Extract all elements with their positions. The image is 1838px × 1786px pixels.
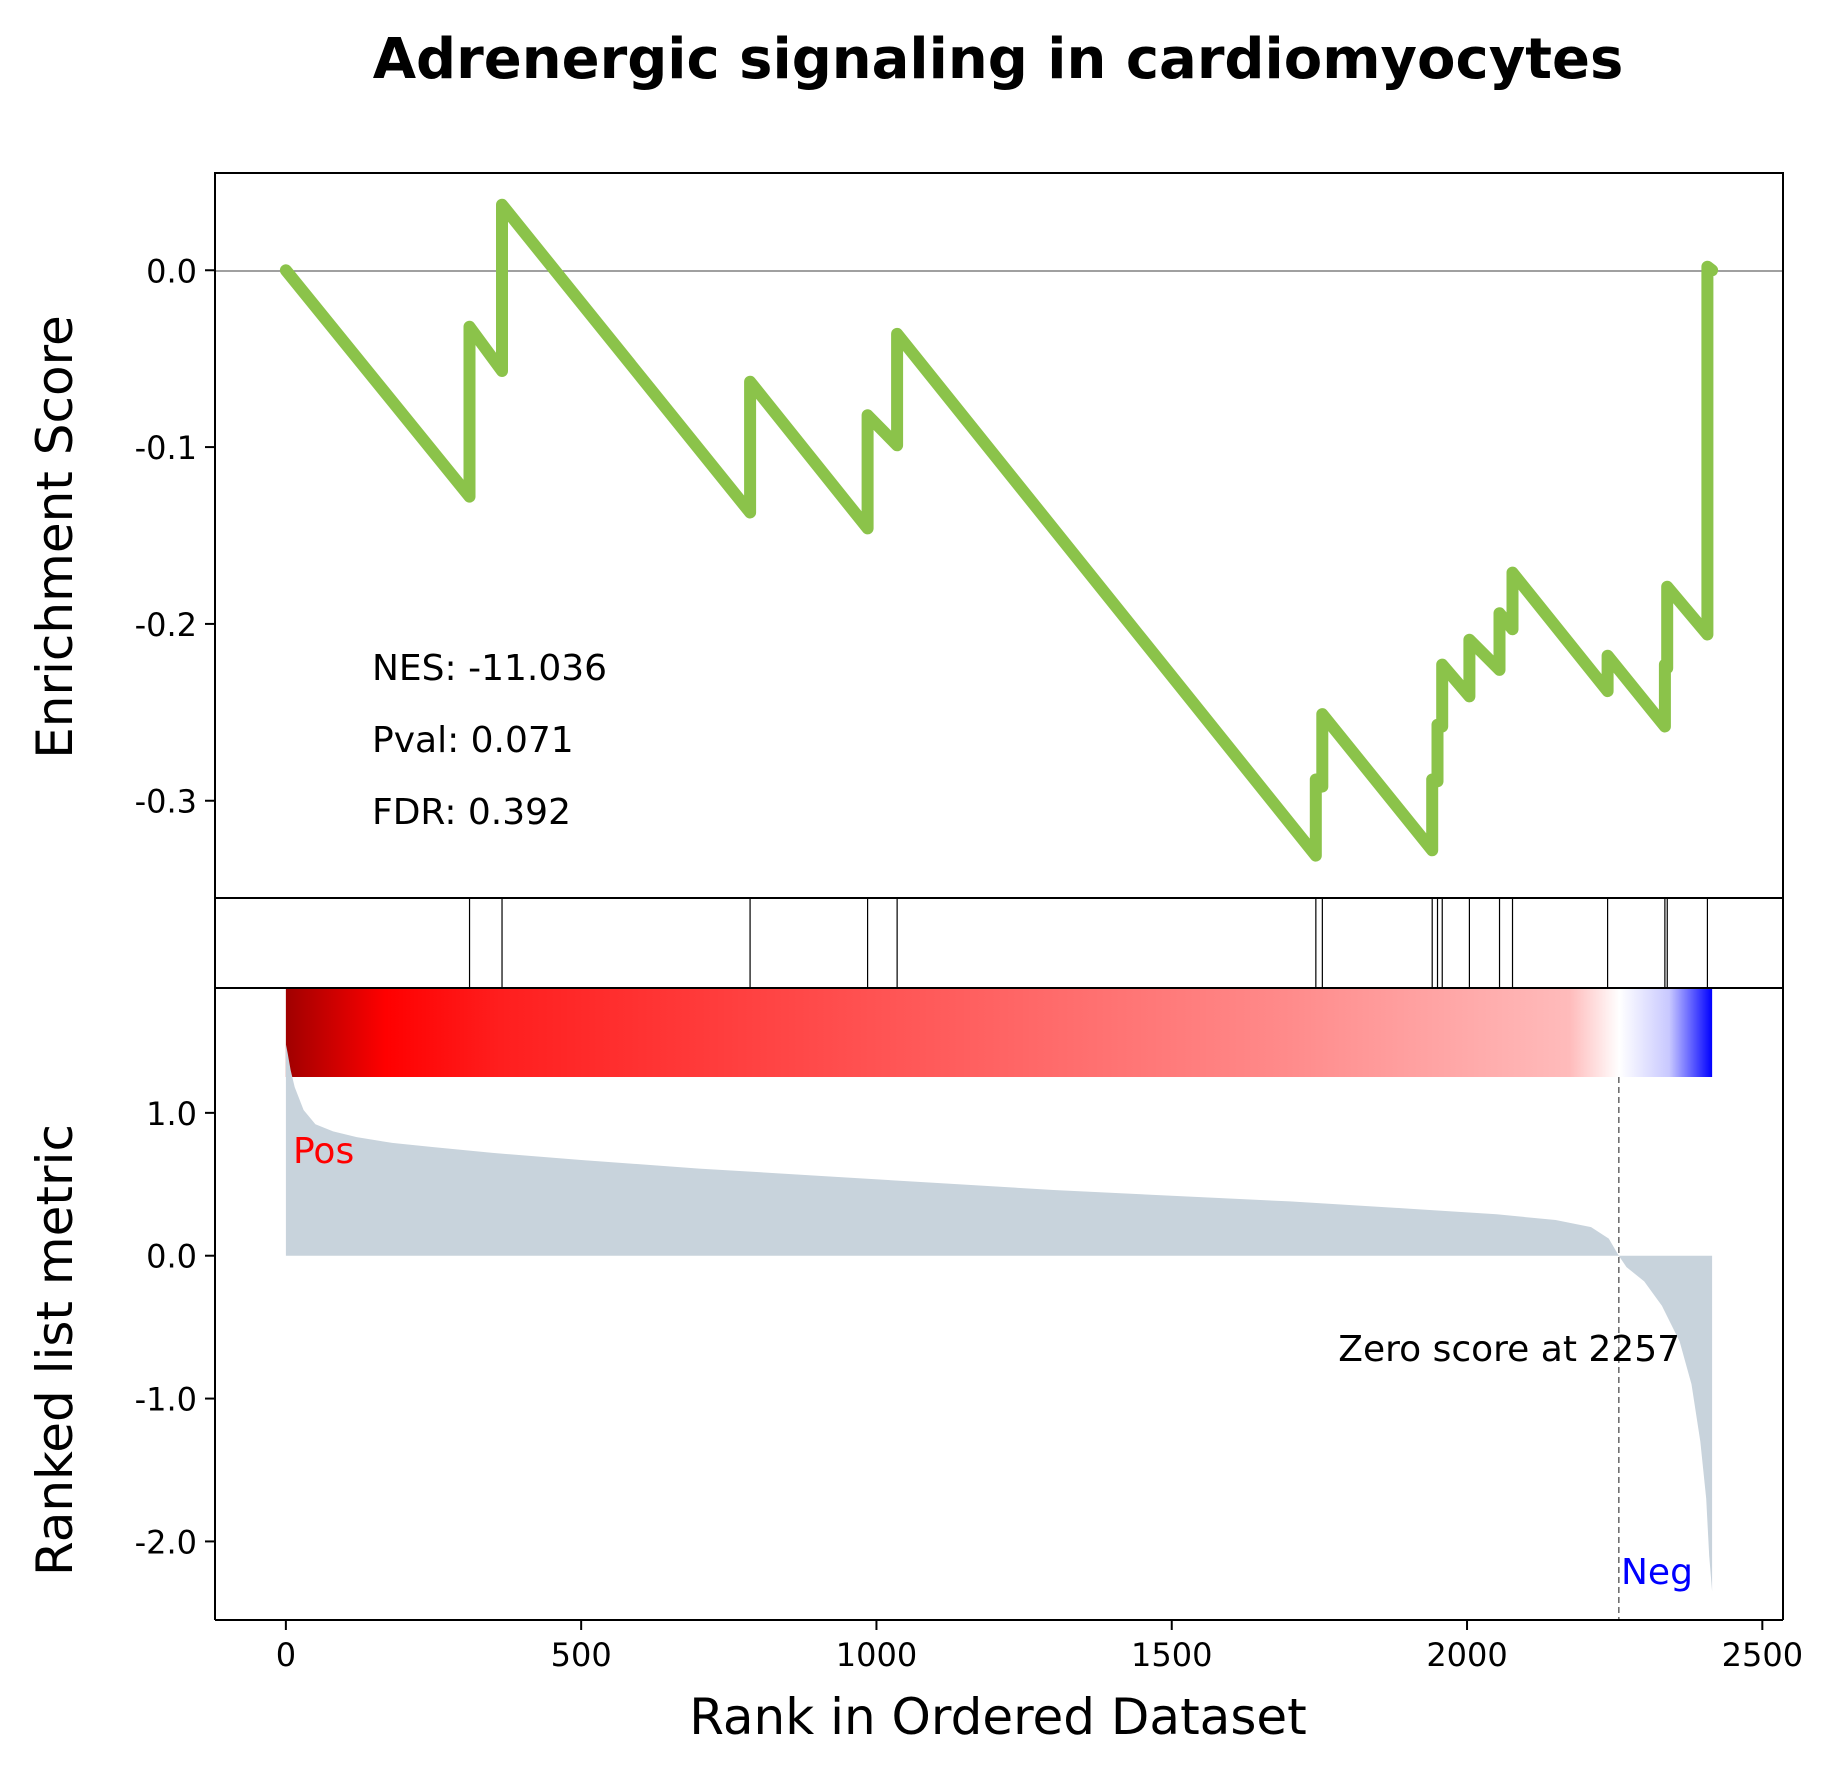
enrichment-score-panel: 0.0 -0.1 -0.2 -0.3 NES: -11.036 Pval: 0.071… xyxy=(26,172,1784,899)
x-tick-label: 1000 xyxy=(836,1636,917,1674)
rank-y-tick-label: 0.0 xyxy=(146,1238,197,1276)
gene-hit-panel xyxy=(214,897,1784,989)
zero-score-label: Zero score at 2257 xyxy=(1338,1329,1680,1370)
rank-y-tick-label: -1.0 xyxy=(135,1381,197,1419)
x-axis: 0 500 1000 1500 2000 2500 xyxy=(276,1620,1803,1674)
nes-annotation: NES: -11.036 xyxy=(372,648,607,689)
x-tick-label: 2500 xyxy=(1722,1636,1803,1674)
rank-y-axis-label: Ranked list metric xyxy=(26,1124,84,1576)
rank-color-bar xyxy=(285,988,1713,1077)
pos-label: Pos xyxy=(293,1131,354,1172)
neg-label: Neg xyxy=(1621,1552,1693,1593)
fdr-annotation: FDR: 0.392 xyxy=(372,792,571,833)
es-y-tick-label: -0.1 xyxy=(135,429,197,467)
es-y-tick-label: 0.0 xyxy=(146,252,197,290)
pval-annotation: Pval: 0.071 xyxy=(372,720,574,761)
es-y-tick-label: -0.2 xyxy=(135,606,197,644)
ranked-metric-area xyxy=(285,1044,1713,1592)
ranked-metric-panel: 1.0 0.0 -1.0 -2.0 Pos Neg Zero score at 225… xyxy=(26,987,1784,1621)
gene-hit-lines xyxy=(468,898,1709,988)
x-tick-label: 1500 xyxy=(1131,1636,1212,1674)
rank-y-tick-label: -2.0 xyxy=(135,1523,197,1561)
x-tick-label: 0 xyxy=(276,1636,296,1674)
chart-title: Adrenergic signaling in cardiomyocytes xyxy=(373,27,1624,92)
es-panel-frame xyxy=(214,172,1784,899)
hit-panel-frame xyxy=(214,897,1784,989)
rank-y-tick-label: 1.0 xyxy=(146,1095,197,1133)
x-tick-label: 500 xyxy=(551,1636,612,1674)
x-axis-label: Rank in Ordered Dataset xyxy=(689,1688,1306,1746)
es-y-tick-label: -0.3 xyxy=(135,783,197,821)
es-y-axis-label: Enrichment Score xyxy=(26,315,84,759)
x-tick-label: 2000 xyxy=(1426,1636,1507,1674)
enrichment-score-line xyxy=(279,198,1719,862)
es-y-ticks: 0.0 -0.1 -0.2 -0.3 xyxy=(135,252,215,821)
rank-y-ticks: 1.0 0.0 -1.0 -2.0 xyxy=(135,1095,215,1561)
